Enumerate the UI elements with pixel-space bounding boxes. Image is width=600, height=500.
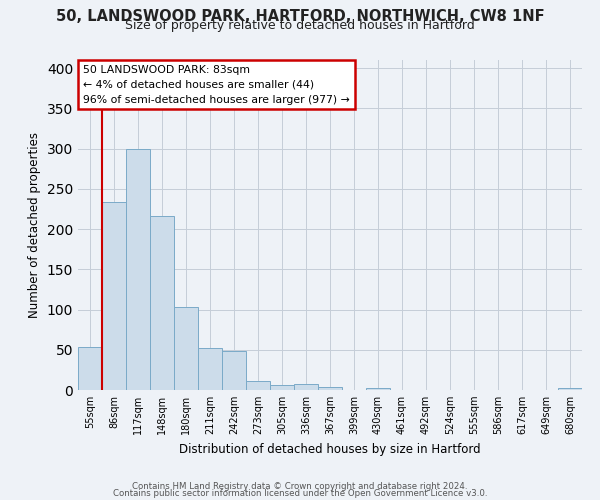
Bar [102,202,126,390]
Bar [222,352,246,390]
Bar [78,346,102,390]
X-axis label: Distribution of detached houses by size in Hartford: Distribution of detached houses by size … [179,442,481,456]
Bar [150,216,174,390]
Bar [198,348,222,390]
Bar [126,150,150,390]
Text: Contains public sector information licensed under the Open Government Licence v3: Contains public sector information licen… [113,488,487,498]
Bar [318,387,342,390]
Bar [270,385,294,390]
Text: Contains HM Land Registry data © Crown copyright and database right 2024.: Contains HM Land Registry data © Crown c… [132,482,468,491]
Bar [558,388,582,390]
Text: Size of property relative to detached houses in Hartford: Size of property relative to detached ho… [125,19,475,32]
Bar [366,388,390,390]
Bar [294,384,318,390]
Text: 50, LANDSWOOD PARK, HARTFORD, NORTHWICH, CW8 1NF: 50, LANDSWOOD PARK, HARTFORD, NORTHWICH,… [56,9,544,24]
Text: 50 LANDSWOOD PARK: 83sqm
← 4% of detached houses are smaller (44)
96% of semi-de: 50 LANDSWOOD PARK: 83sqm ← 4% of detache… [83,65,350,104]
Y-axis label: Number of detached properties: Number of detached properties [28,132,41,318]
Bar [174,307,198,390]
Bar [246,381,270,390]
